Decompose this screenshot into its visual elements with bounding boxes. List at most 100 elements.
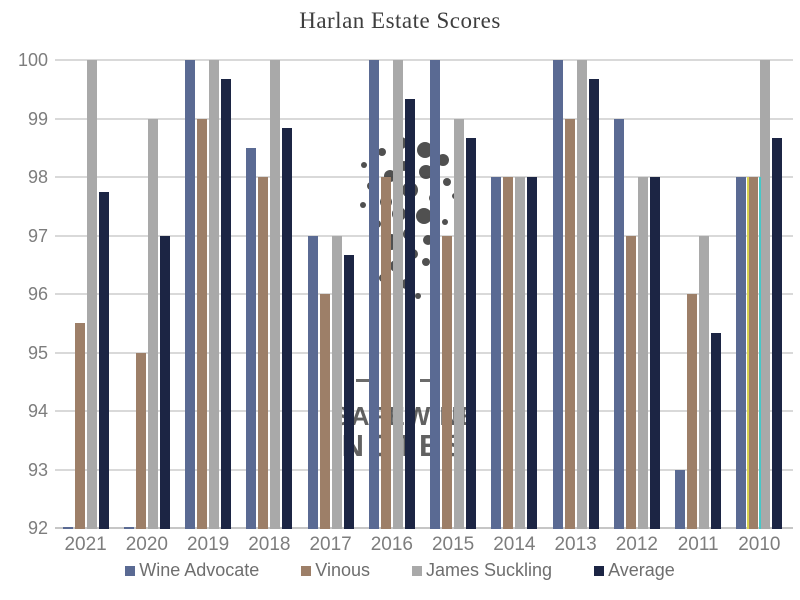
bar-group-2018 [239, 60, 300, 529]
bar-average-2020 [159, 235, 170, 529]
y-tick-label-95: 95 [27, 342, 48, 363]
legend-label: Average [608, 560, 675, 580]
bar-group-2017 [300, 60, 361, 529]
bar-vinous-2021 [74, 323, 85, 529]
y-tick-label-99: 99 [27, 108, 48, 129]
bar-vinous-2011 [687, 294, 698, 529]
y-tick-label-93: 93 [27, 459, 48, 480]
legend-item-vinous: Vinous [301, 560, 370, 581]
x-axis-label-2018: 2018 [248, 534, 291, 555]
bar-james-suckling-2015 [454, 118, 465, 529]
legend-item-average: Average [594, 560, 675, 581]
x-axis-label-2013: 2013 [554, 534, 597, 555]
legend-swatch-icon [594, 565, 605, 576]
bar-james-suckling-2012 [637, 177, 648, 529]
bar-vinous-2015 [442, 235, 453, 529]
gridline-100 [55, 59, 793, 61]
bar-wine-advocate-2011 [675, 469, 686, 529]
bar-james-suckling-2010 [760, 60, 771, 529]
bar-vinous-2019 [197, 118, 208, 529]
legend-label: James Suckling [426, 560, 553, 580]
y-tick-label-100: 100 [17, 50, 48, 70]
x-axis-label-2014: 2014 [493, 534, 536, 555]
bar-james-suckling-2016 [392, 60, 403, 529]
bar-average-2011 [711, 333, 722, 529]
bar-vinous-2018 [258, 177, 269, 529]
bar-group-2021 [55, 60, 116, 529]
chart-title: Harlan Estate Scores [299, 8, 501, 33]
bar-vinous-2014 [503, 177, 514, 529]
x-axis-label-2012: 2012 [615, 534, 659, 555]
bar-vinous-2020 [135, 352, 146, 529]
bar-average-2013 [588, 79, 599, 529]
bar-james-suckling-2018 [270, 60, 281, 529]
legend-item-james-suckling: James Suckling [412, 560, 552, 581]
bar-group-2010 [729, 60, 790, 529]
gridline-96 [55, 293, 793, 295]
gridline-94 [55, 410, 793, 412]
bar-wine-advocate-2016 [368, 60, 379, 529]
y-tick-label-94: 94 [27, 401, 48, 421]
bar-vinous-2010 [748, 177, 759, 529]
bar-wine-advocate-2018 [246, 147, 257, 529]
bar-average-2012 [649, 177, 660, 529]
bar-group-2019 [178, 60, 239, 529]
plot-area [55, 60, 790, 529]
x-axis-label-2011: 2011 [677, 534, 719, 555]
y-tick-label-92: 92 [27, 518, 48, 538]
bar-vinous-2012 [625, 235, 636, 529]
legend-label: Wine Advocate [139, 560, 260, 580]
bar-group-2016 [361, 60, 422, 529]
bar-vinous-2016 [380, 177, 391, 529]
legend-swatch-icon [301, 565, 312, 576]
gridline-92 [55, 527, 793, 529]
bar-wine-advocate-2010 [736, 177, 747, 529]
bar-james-suckling-2011 [699, 235, 710, 529]
gridline-99 [55, 117, 793, 120]
bar-average-2021 [98, 191, 109, 529]
bar-james-suckling-2021 [86, 60, 97, 529]
bar-average-2019 [221, 79, 232, 529]
bar-james-suckling-2017 [331, 235, 342, 529]
bar-average-2010 [772, 137, 783, 529]
legend-swatch-icon [412, 565, 422, 576]
artifact-sliver-45c8c8 [758, 177, 761, 529]
bar-vinous-2013 [564, 118, 575, 529]
x-axis-label-2020: 2020 [125, 534, 169, 555]
bar-wine-advocate-2014 [491, 177, 502, 529]
x-axis-label-2019: 2019 [186, 534, 230, 555]
bar-group-2013 [545, 60, 606, 529]
legend-label: Vinous [315, 560, 370, 580]
bar-average-2017 [343, 254, 354, 529]
y-tick-label-96: 96 [27, 284, 48, 304]
bar-group-2015 [423, 60, 484, 529]
gridline-93 [55, 468, 793, 471]
bar-wine-advocate-2013 [552, 60, 563, 529]
x-axis-label-2015: 2015 [431, 534, 475, 555]
x-axis-labels: 2021 2020 2019 2018 2017 2016 2015 2014 2013 2012… [55, 534, 790, 556]
gridline-95 [55, 351, 793, 354]
legend: Wine Advocate Vinous James Suckling Average [0, 560, 800, 581]
x-axis-label-2016: 2016 [370, 534, 414, 555]
y-tick-label-97: 97 [27, 225, 48, 246]
bar-average-2015 [466, 137, 477, 529]
bar-wine-advocate-2012 [613, 118, 624, 529]
bar-group-2020 [116, 60, 177, 529]
artifact-sliver-d9d24f [746, 177, 749, 529]
x-axis-label-2021: 2021 [64, 534, 107, 555]
bar-james-suckling-2014 [515, 177, 526, 529]
bar-vinous-2017 [319, 294, 330, 529]
bar-group-2011 [668, 60, 729, 529]
legend-swatch-icon [125, 565, 136, 576]
bar-james-suckling-2013 [576, 60, 587, 529]
bar-wine-advocate-2020 [123, 527, 134, 529]
bar-group-2014 [484, 60, 545, 529]
bar-average-2016 [404, 99, 415, 529]
bar-wine-advocate-2021 [62, 527, 73, 529]
bar-average-2018 [282, 128, 293, 529]
bar-james-suckling-2019 [209, 60, 220, 529]
bar-average-2014 [527, 177, 538, 529]
bar-group-2012 [606, 60, 667, 529]
bar-james-suckling-2020 [147, 118, 158, 529]
